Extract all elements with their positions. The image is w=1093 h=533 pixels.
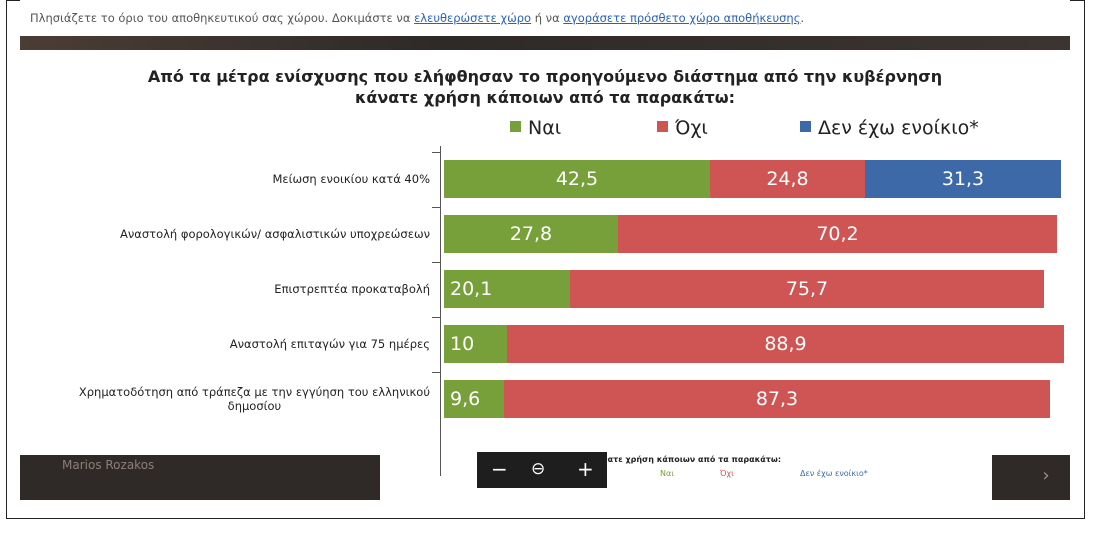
axis-tick — [432, 152, 440, 153]
bar-segment-no: 75,7 — [570, 270, 1044, 308]
bar-segment-no: 87,3 — [504, 380, 1050, 418]
category-label: Αναστολή φορολογικών/ ασφαλιστικών υποχρ… — [120, 227, 430, 241]
category-label-line: Αναστολή φορολογικών/ ασφαλιστικών υποχρ… — [119, 227, 430, 241]
legend-item-yes: Ναι — [510, 117, 561, 139]
category-label-line: δημοσίου — [227, 399, 282, 413]
category-label: Αναστολή επιταγών για 75 ημέρες — [230, 337, 430, 351]
next-image-button[interactable]: › — [1042, 465, 1050, 486]
notice-text-middle: ή να — [531, 11, 564, 25]
bar-segment-no: 70,2 — [618, 215, 1057, 253]
attachment-thumbnail[interactable]: κάνατε χρήση κάποιων από τα παρακάτω: Να… — [380, 455, 992, 500]
notice-text: Πλησιάζετε το όριο του αποθηκευτικού σας… — [30, 11, 415, 25]
bar-value-label: 88,9 — [764, 333, 807, 355]
bar-value-label: 24,8 — [766, 168, 809, 190]
category-axis — [440, 146, 441, 476]
category-label-line: Αναστολή επιταγών για 75 ημέρες — [229, 337, 430, 351]
axis-tick — [432, 207, 440, 208]
zoom-out-button[interactable]: − — [491, 457, 508, 481]
bar-segment-no: 24,8 — [710, 160, 865, 198]
free-space-link[interactable]: ελευθερώσετε χώρο — [414, 11, 532, 25]
legend-label-yes: Ναι — [528, 117, 562, 139]
axis-tick — [432, 317, 440, 318]
category-label-line: Μείωση ενοικίου κατά 40% — [272, 172, 430, 186]
legend-label-no: Όχι — [675, 117, 708, 139]
bar-segment-norent: 31,3 — [865, 160, 1061, 198]
legend-swatch-no — [657, 121, 668, 132]
user-name: Marios Rozakos — [62, 458, 155, 472]
bar-segment-no: 88,9 — [507, 325, 1064, 363]
legend-swatch-norent — [800, 121, 811, 132]
bar-value-label: 20,1 — [450, 278, 493, 300]
chart-title-line1: Από τα μέτρα ενίσχυσης που ελήφθησαν το … — [147, 67, 943, 86]
axis-tick — [432, 262, 440, 263]
image-viewer-chart: Από τα μέτρα ενίσχυσης που ελήφθησαν το … — [20, 50, 1070, 476]
bar-value-label: 10 — [450, 333, 475, 355]
legend-label-norent: Δεν έχω ενοίκιο* — [818, 117, 979, 139]
bar-segment-yes: 9,6 — [444, 380, 504, 418]
bar-segment-yes: 42,5 — [444, 160, 710, 198]
zoom-toolbar: − ⊖ + — [477, 452, 607, 488]
zoom-reset-icon[interactable]: ⊖ — [531, 459, 546, 479]
bar-value-label: 27,8 — [509, 223, 553, 245]
bar-value-label: 70,2 — [816, 223, 859, 245]
bar-segment-yes: 20,1 — [444, 270, 570, 308]
legend-item-norent: Δεν έχω ενοίκιο* — [800, 117, 979, 139]
thumbnail-title: κάνατε χρήση κάποιων από τα παρακάτω: — [590, 455, 782, 464]
axis-tick — [432, 372, 440, 373]
bar-segment-yes: 10 — [444, 325, 507, 363]
thumbnail-legend-no: Όχι — [720, 469, 734, 478]
bar-value-label: 87,3 — [755, 388, 799, 410]
bar-value-label: 75,7 — [785, 278, 829, 300]
legend-swatch-yes — [510, 121, 521, 132]
category-label-line: Χρηματοδότηση από τράπεζα με την εγγύηση… — [78, 385, 430, 399]
zoom-in-button[interactable]: + — [577, 457, 594, 481]
legend-item-no: Όχι — [657, 117, 708, 139]
storage-notice-banner: Πλησιάζετε το όριο του αποθηκευτικού σας… — [20, 0, 1070, 36]
notice-text-end: . — [800, 11, 805, 25]
category-label: Επιστρεπτέα προκαταβολή — [274, 282, 430, 296]
category-label: Χρηματοδότηση από τράπεζα με την εγγύηση… — [79, 385, 430, 413]
thumbnail-legend-yes: Ναι — [660, 469, 674, 478]
chart-title-line2: κάνατε χρήση κάποιων από τα παρακάτω: — [354, 88, 736, 107]
category-label: Μείωση ενοικίου κατά 40% — [272, 172, 430, 186]
bar-value-label: 31,3 — [941, 168, 985, 190]
bar-segment-yes: 27,8 — [444, 215, 618, 253]
category-label-line: Επιστρεπτέα προκαταβολή — [274, 282, 430, 296]
thumbnail-legend-norent: Δεν έχω ενοίκιο* — [800, 469, 868, 478]
buy-storage-link[interactable]: αγοράσετε πρόσθετο χώρο αποθήκευσης — [563, 11, 801, 25]
bar-value-label: 9,6 — [450, 388, 481, 410]
bar-value-label: 42,5 — [555, 168, 599, 190]
chart-title: Από τα μέτρα ενίσχυσης που ελήφθησαν το … — [20, 66, 1070, 108]
